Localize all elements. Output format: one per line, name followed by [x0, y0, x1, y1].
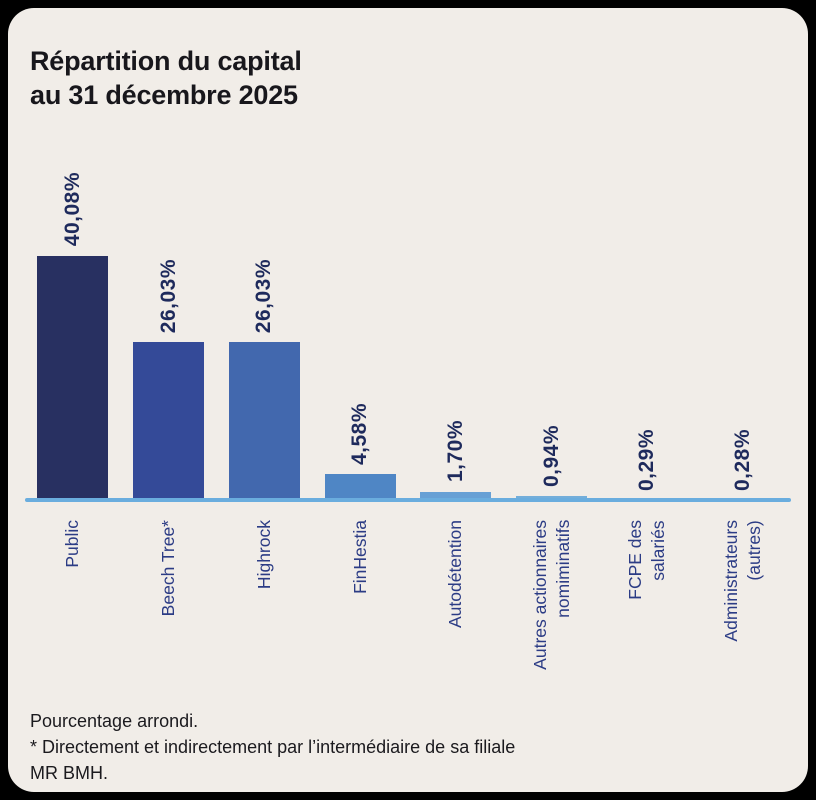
category-label-highrock: Highrock — [253, 520, 274, 590]
footnote-line2: * Directement et indirectement par l’int… — [30, 737, 516, 757]
bar-column-autres-actionnaires: 0,94% — [504, 148, 600, 502]
category-cell: FCPE des salariés — [600, 520, 696, 695]
chart-card: Répartition du capital au 31 décembre 20… — [8, 8, 808, 792]
category-cell: Administrateurs (autres) — [695, 520, 791, 695]
bar-value-label: 26,03% — [252, 258, 276, 333]
category-label-beech-tree: Beech Tree* — [158, 520, 179, 617]
bar-value-label: 0,28% — [731, 429, 755, 492]
category-label-autres-actionnaires: Autres actionnaires nomiminatifs — [529, 520, 573, 670]
bar-finhestia — [324, 473, 396, 502]
category-cell: FinHestia — [312, 520, 408, 695]
chart-title-line2: au 31 décembre 2025 — [30, 80, 298, 110]
bar-column-fcpe: 0,29% — [600, 148, 696, 502]
category-cell: Autres actionnaires nomiminatifs — [504, 520, 600, 695]
x-axis-line — [25, 498, 791, 502]
bar-column-autodetention: 1,70% — [408, 148, 504, 502]
footnote-line3: MR BMH. — [30, 763, 108, 783]
category-label-autodetention: Autodétention — [445, 520, 466, 629]
bar-column-beech-tree: 26,03% — [121, 148, 217, 502]
category-cell: Highrock — [217, 520, 313, 695]
category-cell: Autodétention — [408, 520, 504, 695]
bar-value-label: 40,08% — [60, 172, 84, 247]
bar-column-administrateurs: 0,28% — [695, 148, 791, 502]
chart-title-line1: Répartition du capital — [30, 46, 302, 76]
bar-column-public: 40,08% — [25, 148, 121, 502]
bar-beech-tree — [133, 341, 205, 502]
bar-highrock — [228, 341, 300, 502]
bar-column-finhestia: 4,58% — [312, 148, 408, 502]
footnotes: Pourcentage arrondi. * Directement et in… — [30, 708, 515, 786]
category-axis-labels: Public Beech Tree* Highrock FinHestia Au… — [25, 520, 791, 695]
bar-public — [37, 255, 109, 502]
bar-value-label: 0,94% — [539, 425, 563, 488]
bar-value-label: 0,29% — [635, 429, 659, 492]
bar-value-label: 26,03% — [156, 258, 180, 333]
bar-column-highrock: 26,03% — [217, 148, 313, 502]
bar-autodetention — [420, 491, 492, 502]
bar-value-label: 4,58% — [348, 402, 372, 465]
category-label-administrateurs: Administrateurs (autres) — [721, 520, 765, 642]
category-label-public: Public — [62, 520, 83, 568]
category-label-finhestia: FinHestia — [349, 520, 370, 594]
chart-title: Répartition du capital au 31 décembre 20… — [30, 44, 302, 112]
category-label-fcpe: FCPE des salariés — [625, 520, 669, 600]
bar-plot-area: 40,08% 26,03% 26,03% 4,58% 1,70% 0,94% 0… — [25, 148, 791, 502]
bar-value-label: 1,70% — [443, 420, 467, 483]
category-cell: Public — [25, 520, 121, 695]
category-cell: Beech Tree* — [121, 520, 217, 695]
footnote-line1: Pourcentage arrondi. — [30, 711, 199, 731]
